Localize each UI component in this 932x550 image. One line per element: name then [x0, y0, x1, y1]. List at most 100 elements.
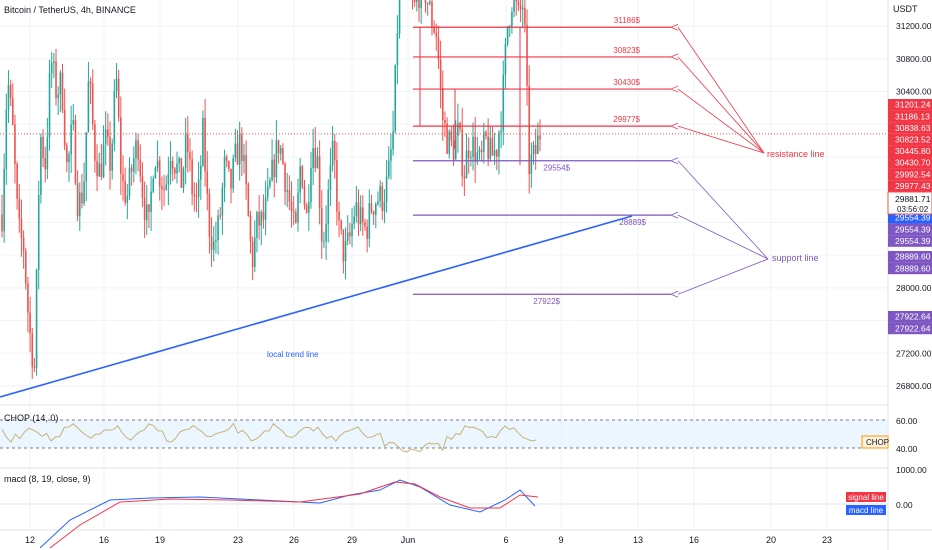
candle-body: [418, 0, 420, 9]
candle-body: [154, 167, 157, 179]
candle-body: [275, 140, 278, 178]
candle-body: [48, 73, 51, 138]
candle-body: [256, 211, 258, 238]
candle-body: [524, 7, 526, 25]
candle-body: [344, 240, 347, 262]
candle-body: [145, 204, 148, 221]
candle-body: [452, 140, 455, 160]
chop-line: [1, 422, 537, 453]
candle-body: [182, 168, 185, 188]
time-tick-label: 26: [289, 535, 299, 545]
resistance-level-label: 30430$: [613, 78, 640, 87]
candle-body: [392, 131, 394, 150]
candle-body: [158, 160, 161, 187]
candle-body: [325, 224, 327, 242]
candle-body: [208, 193, 211, 237]
candle-body: [480, 149, 483, 152]
support-level-label: 27922$: [533, 297, 560, 306]
candle-body: [323, 241, 325, 243]
resistance-arrowhead: [670, 85, 679, 93]
candle-body: [478, 149, 481, 153]
candle-body: [104, 129, 107, 145]
price-label-box: [888, 110, 932, 123]
candle-body: [130, 167, 133, 172]
candle-body: [120, 117, 122, 174]
candle-body: [221, 187, 224, 216]
candle-body: [210, 236, 213, 250]
price-label-text: 29992.54: [895, 169, 931, 179]
legend-signal-swatch: [846, 492, 886, 502]
candle-body: [234, 143, 237, 159]
time-tick-label: 23: [822, 535, 832, 545]
candle-body: [295, 212, 297, 223]
time-tick-label: Jun: [401, 535, 416, 545]
candle-body: [206, 171, 209, 194]
candle-body: [124, 181, 126, 203]
candle-body: [223, 156, 226, 188]
candle-body: [396, 33, 399, 66]
candle-body: [83, 181, 85, 204]
candle-body: [171, 160, 174, 169]
candle-body: [137, 140, 139, 160]
candle-body: [286, 190, 289, 192]
candle-body: [301, 166, 304, 188]
candle-body: [202, 117, 204, 166]
candle-body: [463, 176, 466, 179]
price-label-box: [888, 99, 932, 111]
candle-body: [528, 85, 530, 175]
candle-body: [76, 183, 79, 217]
candle-body: [57, 94, 59, 99]
candle-body: [9, 84, 12, 99]
candle-body: [351, 224, 353, 237]
chop-axis-40: 40.00: [896, 444, 918, 454]
candle-body: [152, 178, 155, 192]
candle-body: [521, 7, 524, 10]
candle-body: [532, 144, 535, 155]
support-arrowhead: [670, 290, 679, 298]
candle-body: [42, 137, 44, 158]
candle-body: [262, 211, 265, 220]
candle-body: [282, 148, 284, 164]
candle-body: [212, 241, 215, 250]
chop-band: [0, 420, 888, 448]
resistance-pointer: [677, 125, 765, 154]
candle-body: [502, 74, 505, 131]
price-label-text: 29977.43: [895, 181, 931, 191]
resistance-level-label: 31186$: [614, 16, 641, 25]
candle-body: [437, 37, 440, 60]
candle-body: [215, 240, 217, 242]
candle-body: [476, 152, 479, 162]
resistance-level-label: 29977$: [613, 115, 640, 124]
candle-body: [446, 123, 448, 154]
resistance-arrowhead: [670, 53, 679, 61]
price-label-text: 27922.64: [895, 312, 931, 322]
candle-body: [526, 24, 528, 86]
candle-body: [141, 176, 144, 198]
candle-body: [81, 192, 83, 204]
candle-body: [232, 158, 234, 189]
chop-axis-60: 60.00: [896, 416, 918, 426]
time-tick-label: 9: [558, 535, 563, 545]
candle-body: [271, 159, 273, 181]
candle-body: [310, 168, 312, 203]
price-label-text: 29554.39: [895, 213, 931, 223]
candle-body: [517, 1, 520, 6]
candle-body: [243, 155, 245, 161]
time-axis[interactable]: 12 16 19 23 26 29 Jun 6 9 13 16 20 23: [25, 535, 832, 545]
support-pointer: [677, 214, 769, 260]
candle-body: [176, 163, 178, 174]
candle-body: [489, 137, 492, 159]
candle-body: [189, 152, 191, 160]
price-label-text: 30430.70: [895, 158, 931, 168]
candle-body: [161, 186, 163, 190]
support-annotation: support line: [772, 253, 819, 263]
candles: [0, 0, 888, 379]
candle-body: [33, 367, 36, 369]
candle-body: [126, 195, 129, 203]
time-tick-label: 29: [347, 535, 357, 545]
price-label-text: 28889.60: [895, 263, 931, 273]
price-axis[interactable]: 26800.0027200.0027600.0028000.0028400.00…: [861, 21, 932, 510]
price-label-box: [888, 212, 932, 224]
time-tick-label: 12: [25, 535, 35, 545]
